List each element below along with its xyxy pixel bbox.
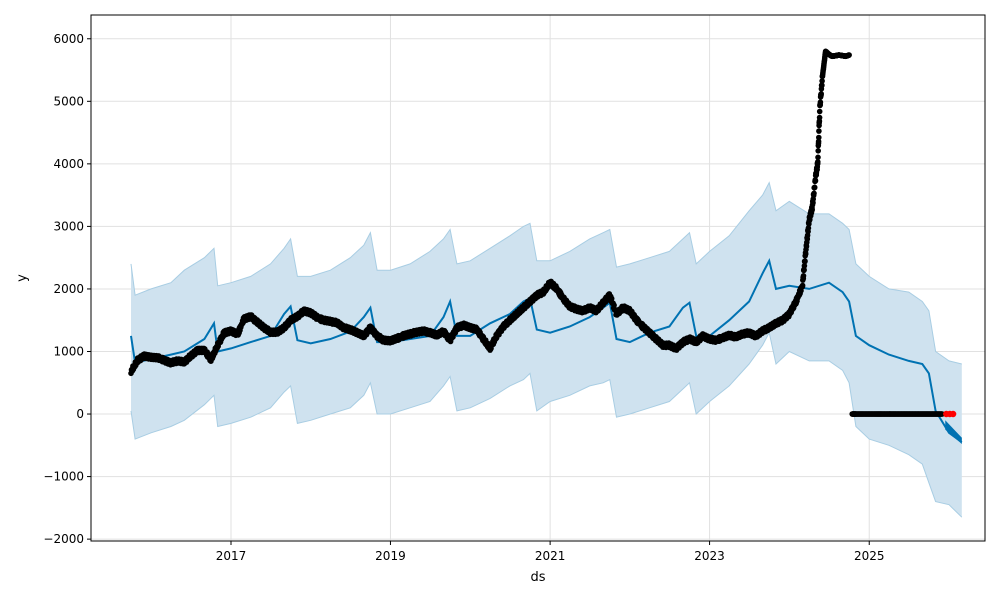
observed-point [818, 91, 824, 97]
y-tick-label: 0 [76, 407, 84, 421]
upper-bound-line [130, 181, 962, 365]
y-tick-label: 3000 [53, 219, 84, 233]
observed-point [846, 52, 852, 58]
observed-points [128, 48, 945, 417]
observed-point [815, 159, 821, 165]
observed-point [815, 154, 821, 161]
x-tick-label: 2021 [535, 549, 566, 563]
y-tick-label: −1000 [43, 470, 84, 484]
observed-point [805, 225, 812, 231]
x-axis-label: ds [530, 570, 545, 585]
forecast-line-group [130, 257, 963, 445]
observed-point [819, 82, 825, 88]
x-tick-label: 2023 [694, 549, 725, 563]
forecast-tail [945, 420, 962, 445]
observed-point [608, 295, 615, 302]
y-tick-label: 4000 [53, 157, 84, 171]
observed-point [811, 190, 817, 197]
observed-point [815, 148, 821, 154]
observed-point [799, 282, 806, 289]
forecast-line [130, 257, 963, 444]
observed-point [819, 78, 825, 84]
observed-point [811, 184, 818, 191]
y-axis: −2000 −1000 0 1000 2000 3000 4000 5000 6000 [43, 32, 91, 546]
observed-point [816, 114, 823, 121]
observed-point [817, 99, 824, 105]
observed-point [801, 267, 807, 273]
x-axis: 2017 2019 2021 2023 2025 [216, 541, 885, 563]
y-tick-label: −2000 [43, 532, 84, 546]
y-tick-label: 2000 [53, 282, 84, 296]
y-tick-label: 5000 [53, 94, 84, 108]
observed-point [802, 251, 809, 257]
uncertainty-band [130, 181, 963, 518]
x-tick-label: 2017 [216, 549, 247, 563]
x-tick-label: 2025 [854, 549, 885, 563]
observed-point [816, 108, 823, 115]
observed-point [815, 138, 822, 145]
observed-point [800, 273, 807, 279]
x-tick-label: 2019 [375, 549, 406, 563]
observed-point [816, 128, 822, 134]
highlight-point [949, 410, 957, 418]
highlight-points [943, 410, 957, 418]
observed-point [816, 134, 822, 141]
observed-point [801, 263, 808, 269]
observed-point [812, 178, 819, 184]
observed-point [809, 207, 815, 213]
y-tick-label: 6000 [53, 32, 84, 46]
y-tick-label: 1000 [53, 344, 84, 358]
lower-bound-line [130, 331, 963, 518]
plot-frame [90, 14, 986, 542]
observed-point [611, 302, 617, 309]
observed-point [802, 258, 808, 264]
observed-point [803, 243, 810, 250]
interval-area [131, 182, 962, 518]
y-axis-label: y [15, 274, 30, 282]
